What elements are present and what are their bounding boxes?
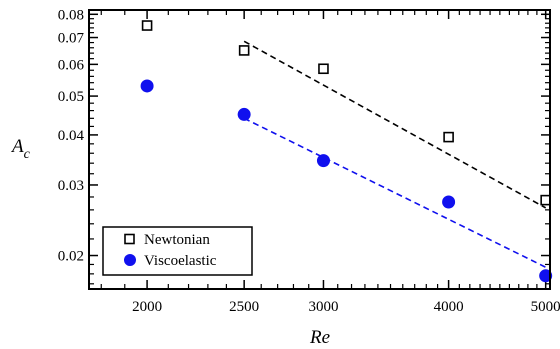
data-markers bbox=[140, 20, 553, 283]
y-axis-title: Ac bbox=[10, 136, 31, 162]
fit-lines bbox=[243, 40, 547, 268]
y-tick-label: 0.03 bbox=[58, 178, 84, 194]
tick-labels: 0.02 0.03 0.04 0.05 0.06 0.07 0.08 2000 2500 3000… bbox=[58, 7, 560, 315]
x-tick-label: 3000 bbox=[308, 299, 338, 315]
legend-viscoelastic-marker bbox=[124, 254, 136, 266]
x-axis-title: Re bbox=[309, 327, 330, 348]
legend-newtonian-label: Newtonian bbox=[144, 232, 210, 248]
newtonian-point bbox=[141, 20, 153, 31]
plot-frame bbox=[88, 9, 551, 290]
legend-viscoelastic-label: Viscoelastic bbox=[144, 253, 217, 269]
newtonian-point bbox=[238, 45, 250, 56]
y-tick-label: 0.02 bbox=[58, 249, 84, 265]
x-tick-label: 5000 bbox=[531, 299, 560, 315]
y-tick-label: 0.07 bbox=[58, 31, 85, 47]
x-tick-label: 2000 bbox=[132, 299, 162, 315]
x-tick-label: 4000 bbox=[434, 299, 464, 315]
legend: Newtonian Viscoelastic bbox=[102, 226, 253, 276]
viscoelastic-point bbox=[237, 107, 251, 121]
legend-newtonian-marker bbox=[124, 233, 135, 245]
viscoelastic-point bbox=[316, 154, 330, 168]
x-tick-label: 2500 bbox=[229, 299, 259, 315]
newtonian-point bbox=[540, 194, 551, 206]
y-tick-label: 0.08 bbox=[58, 7, 84, 23]
y-tick-label: 0.05 bbox=[58, 89, 84, 105]
viscoelastic-point bbox=[140, 79, 154, 93]
viscoelastic-point bbox=[539, 269, 553, 283]
y-axis-title-main: A bbox=[10, 136, 24, 157]
newtonian-point bbox=[443, 131, 454, 143]
y-tick-label: 0.06 bbox=[58, 57, 85, 73]
newtonian-fit-line bbox=[243, 40, 547, 209]
y-tick-label: 0.04 bbox=[58, 128, 85, 144]
viscoelastic-fit-line bbox=[243, 117, 547, 268]
viscoelastic-point bbox=[442, 195, 456, 209]
newtonian-point bbox=[318, 63, 329, 75]
y-axis-title-sub: c bbox=[24, 147, 31, 162]
